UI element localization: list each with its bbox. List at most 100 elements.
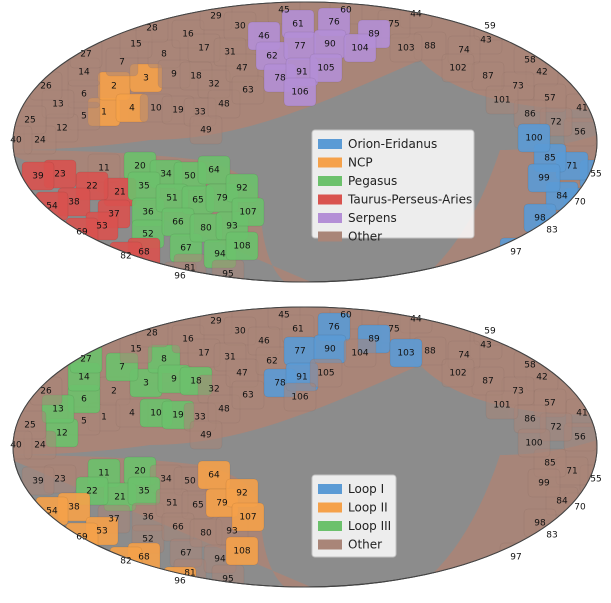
field-label-33: 33 [194, 413, 205, 423]
cell-104 [343, 33, 377, 63]
field-label-96: 96 [174, 577, 186, 587]
field-label-9: 9 [171, 70, 177, 80]
field-label-42: 42 [536, 373, 547, 383]
field-label-29: 29 [210, 12, 222, 22]
field-label-81: 81 [184, 264, 195, 274]
field-label-108: 108 [233, 242, 250, 252]
field-label-63: 63 [242, 391, 253, 401]
legend: Orion-Eridanus NCP Pegasus Taurus-Perseus-A… [311, 129, 475, 244]
field-label-72: 72 [550, 118, 561, 128]
field-label-79: 79 [216, 194, 228, 204]
field-label-104: 104 [351, 349, 368, 359]
field-label-11: 11 [98, 469, 109, 479]
field-label-16: 16 [182, 335, 194, 345]
field-label-82: 82 [120, 252, 131, 262]
field-label-14: 14 [78, 373, 90, 383]
cell-105 [309, 53, 343, 83]
field-label-84: 84 [556, 192, 568, 202]
field-label-103: 103 [397, 349, 414, 359]
field-label-107: 107 [239, 208, 256, 218]
field-label-75: 75 [388, 20, 399, 30]
field-label-48: 48 [218, 100, 230, 110]
field-label-64: 64 [208, 471, 220, 481]
field-label-43: 43 [480, 341, 491, 351]
field-label-31: 31 [224, 48, 235, 58]
field-label-55: 55 [590, 170, 601, 180]
sky-outline [12, 1, 598, 283]
field-label-77: 77 [294, 347, 305, 357]
field-label-6: 6 [81, 90, 87, 100]
field-label-95: 95 [222, 575, 233, 585]
field-label-2: 2 [111, 387, 117, 397]
field-label-94: 94 [214, 250, 226, 260]
field-label-106: 106 [291, 88, 308, 98]
field-label-37: 37 [108, 210, 119, 220]
field-label-32: 32 [208, 385, 219, 395]
field-label-15: 15 [130, 345, 141, 355]
field-label-21: 21 [114, 188, 125, 198]
field-label-89: 89 [368, 30, 380, 40]
field-label-39: 39 [32, 172, 44, 182]
field-label-84: 84 [556, 497, 568, 507]
field-label-76: 76 [328, 18, 340, 28]
field-label-31: 31 [224, 353, 235, 363]
cell-49 [189, 420, 223, 450]
field-label-26: 26 [40, 387, 52, 397]
cell-49 [189, 115, 223, 145]
field-label-80: 80 [200, 529, 212, 539]
field-label-66: 66 [172, 218, 184, 228]
field-label-42: 42 [536, 68, 547, 78]
field-label-34: 34 [160, 475, 172, 485]
field-label-107: 107 [239, 513, 256, 523]
legend-entry-taurus-perseus-aries: Taurus-Perseus-Aries [347, 193, 472, 207]
legend-entry-serpens: Serpens [348, 211, 397, 225]
field-label-81: 81 [184, 569, 195, 579]
cell-63 [231, 380, 265, 410]
field-label-86: 86 [524, 110, 536, 120]
field-label-102: 102 [449, 64, 466, 74]
field-label-32: 32 [208, 80, 219, 90]
field-label-28: 28 [146, 24, 158, 34]
field-label-56: 56 [574, 128, 586, 138]
field-label-20: 20 [134, 467, 146, 477]
field-label-2: 2 [111, 82, 117, 92]
field-label-19: 19 [172, 411, 184, 421]
field-label-23: 23 [54, 170, 65, 180]
field-label-83: 83 [546, 226, 557, 236]
cell-102 [441, 53, 475, 83]
field-label-74: 74 [458, 46, 470, 56]
field-label-21: 21 [114, 493, 125, 503]
field-label-3: 3 [143, 379, 149, 389]
legend-swatch-other [318, 231, 342, 242]
field-label-93: 93 [226, 527, 237, 537]
field-label-105: 105 [317, 64, 334, 74]
field-label-93: 93 [226, 222, 237, 232]
field-label-56: 56 [574, 433, 586, 443]
field-label-96: 96 [174, 272, 186, 282]
field-label-8: 8 [161, 50, 167, 60]
field-label-24: 24 [34, 441, 46, 451]
field-label-60: 60 [340, 6, 352, 16]
field-label-50: 50 [184, 172, 196, 182]
field-label-73: 73 [512, 82, 523, 92]
field-label-59: 59 [484, 327, 496, 337]
cell-40 [13, 430, 33, 460]
field-label-89: 89 [368, 335, 380, 345]
field-label-45: 45 [278, 311, 289, 321]
field-label-85: 85 [544, 154, 555, 164]
field-label-46: 46 [258, 32, 270, 42]
field-label-33: 33 [194, 108, 205, 118]
legend-entry-loop-ii: Loop II [348, 501, 388, 515]
field-label-90: 90 [324, 345, 336, 355]
field-label-79: 79 [216, 499, 228, 509]
field-label-30: 30 [234, 327, 246, 337]
cell-40 [13, 125, 33, 155]
field-label-48: 48 [218, 405, 230, 415]
legend-entry-pegasus: Pegasus [348, 174, 397, 188]
field-label-65: 65 [192, 196, 203, 206]
field-label-27: 27 [80, 50, 91, 60]
field-label-35: 35 [138, 487, 149, 497]
cell-101 [485, 85, 519, 115]
cell-102 [441, 358, 475, 388]
